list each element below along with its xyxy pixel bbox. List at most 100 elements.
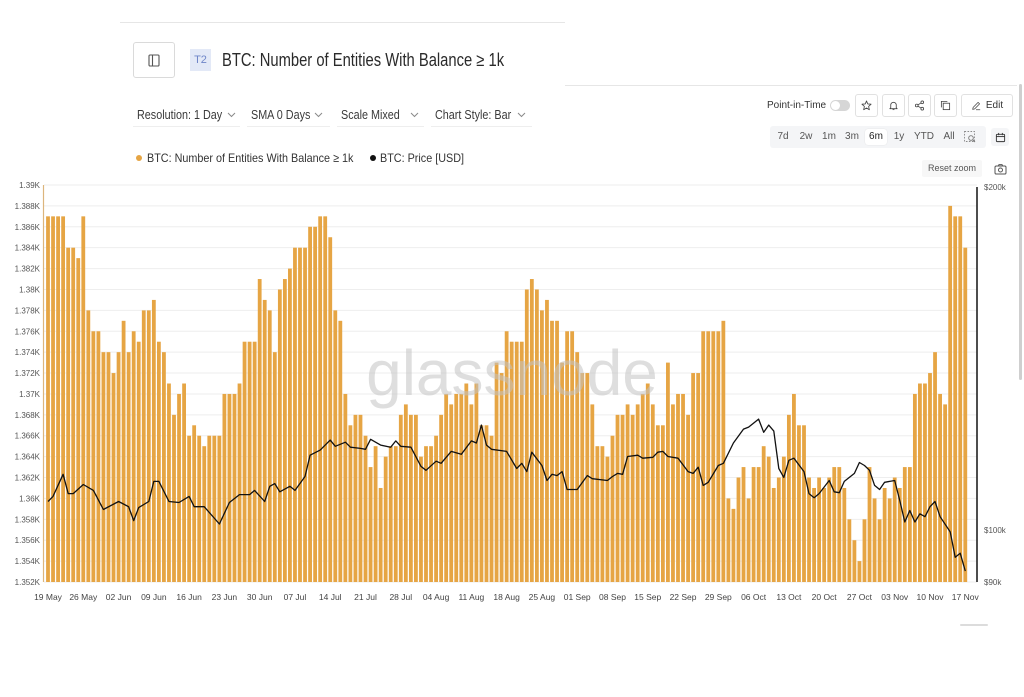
range-2w[interactable]: 2w xyxy=(799,131,813,142)
chart-style-dropdown[interactable]: Chart Style: Bar xyxy=(431,104,532,127)
reset-zoom-button[interactable]: Reset zoom xyxy=(922,160,982,177)
bar[interactable] xyxy=(807,477,811,582)
bar[interactable] xyxy=(545,299,549,582)
bar[interactable] xyxy=(494,362,499,582)
bar[interactable] xyxy=(272,352,277,582)
bar[interactable] xyxy=(847,519,852,582)
bar[interactable] xyxy=(167,383,171,583)
bar[interactable] xyxy=(146,310,151,582)
bar[interactable] xyxy=(877,519,882,582)
bar[interactable] xyxy=(938,393,942,582)
bar[interactable] xyxy=(575,352,580,582)
bar[interactable] xyxy=(771,487,776,582)
bar[interactable] xyxy=(958,216,963,582)
bar[interactable] xyxy=(550,320,554,582)
bar[interactable] xyxy=(308,226,312,582)
range-7d[interactable]: 7d xyxy=(777,131,789,142)
bar[interactable] xyxy=(832,467,837,582)
bar[interactable] xyxy=(862,519,867,582)
range-1m[interactable]: 1m xyxy=(822,131,836,142)
bar[interactable] xyxy=(605,456,610,582)
bar[interactable] xyxy=(419,456,423,582)
bar[interactable] xyxy=(141,310,146,582)
bar[interactable] xyxy=(116,352,121,582)
bar[interactable] xyxy=(479,425,484,582)
bar[interactable] xyxy=(474,383,479,583)
bar[interactable] xyxy=(91,331,96,582)
bar[interactable] xyxy=(953,216,958,582)
bar[interactable] xyxy=(222,393,227,582)
bar[interactable] xyxy=(131,331,136,582)
bar[interactable] xyxy=(202,446,207,582)
bar[interactable] xyxy=(721,320,726,582)
bar[interactable] xyxy=(590,404,595,582)
bar[interactable] xyxy=(711,331,716,582)
bar[interactable] xyxy=(434,435,438,582)
bar[interactable] xyxy=(797,425,801,582)
bar[interactable] xyxy=(731,508,736,582)
bar[interactable] xyxy=(277,289,282,582)
bar[interactable] xyxy=(257,279,262,582)
bar[interactable] xyxy=(529,279,534,582)
bar[interactable] xyxy=(867,467,872,582)
bar[interactable] xyxy=(933,352,937,582)
bar[interactable] xyxy=(524,289,529,582)
share-button[interactable] xyxy=(908,94,931,117)
bar[interactable] xyxy=(288,268,292,582)
bar[interactable] xyxy=(514,341,519,582)
bar[interactable] xyxy=(882,487,887,582)
resolution-dropdown[interactable]: Resolution: 1 Day xyxy=(133,104,240,127)
bar[interactable] xyxy=(892,477,897,582)
bar[interactable] xyxy=(635,404,640,582)
bar[interactable] xyxy=(318,216,323,582)
zoom-select-button[interactable] xyxy=(963,130,977,144)
bar[interactable] xyxy=(610,435,615,582)
bar[interactable] xyxy=(232,393,237,582)
bar[interactable] xyxy=(595,446,600,582)
bar[interactable] xyxy=(262,299,267,582)
bar[interactable] xyxy=(655,425,660,582)
bar[interactable] xyxy=(696,373,701,582)
bar[interactable] xyxy=(716,331,721,582)
bar[interactable] xyxy=(217,435,222,582)
bar[interactable] xyxy=(111,373,116,582)
bar[interactable] xyxy=(726,498,731,582)
bar[interactable] xyxy=(484,425,489,582)
bar[interactable] xyxy=(368,467,373,582)
bar[interactable] xyxy=(298,247,302,582)
bar[interactable] xyxy=(686,414,690,582)
bar[interactable] xyxy=(509,341,514,582)
bar[interactable] xyxy=(464,383,469,583)
bar[interactable] xyxy=(519,341,524,582)
bar[interactable] xyxy=(403,404,408,582)
bar[interactable] xyxy=(66,247,71,582)
bar[interactable] xyxy=(650,404,655,582)
bar[interactable] xyxy=(504,331,509,582)
bar[interactable] xyxy=(162,352,166,582)
bar[interactable] xyxy=(822,487,827,582)
bar[interactable] xyxy=(842,487,847,582)
bar[interactable] xyxy=(282,279,287,582)
alert-button[interactable] xyxy=(882,94,905,117)
bar[interactable] xyxy=(348,425,353,582)
bar[interactable] xyxy=(81,216,86,582)
bar[interactable] xyxy=(565,331,570,582)
bar[interactable] xyxy=(817,477,822,582)
bar[interactable] xyxy=(187,435,192,582)
bar[interactable] xyxy=(887,498,892,582)
bar[interactable] xyxy=(323,216,328,582)
bar[interactable] xyxy=(247,341,252,582)
scale-dropdown[interactable]: Scale Mixed xyxy=(337,104,424,127)
bar[interactable] xyxy=(71,247,76,582)
bar[interactable] xyxy=(781,456,786,582)
bar[interactable] xyxy=(46,216,50,582)
bar[interactable] xyxy=(812,487,816,582)
bar[interactable] xyxy=(303,247,307,582)
bar[interactable] xyxy=(918,383,922,583)
bar[interactable] xyxy=(338,320,343,582)
bar[interactable] xyxy=(948,205,953,583)
bar[interactable] xyxy=(681,393,685,582)
bar[interactable] xyxy=(776,477,781,582)
bar[interactable] xyxy=(76,258,81,582)
